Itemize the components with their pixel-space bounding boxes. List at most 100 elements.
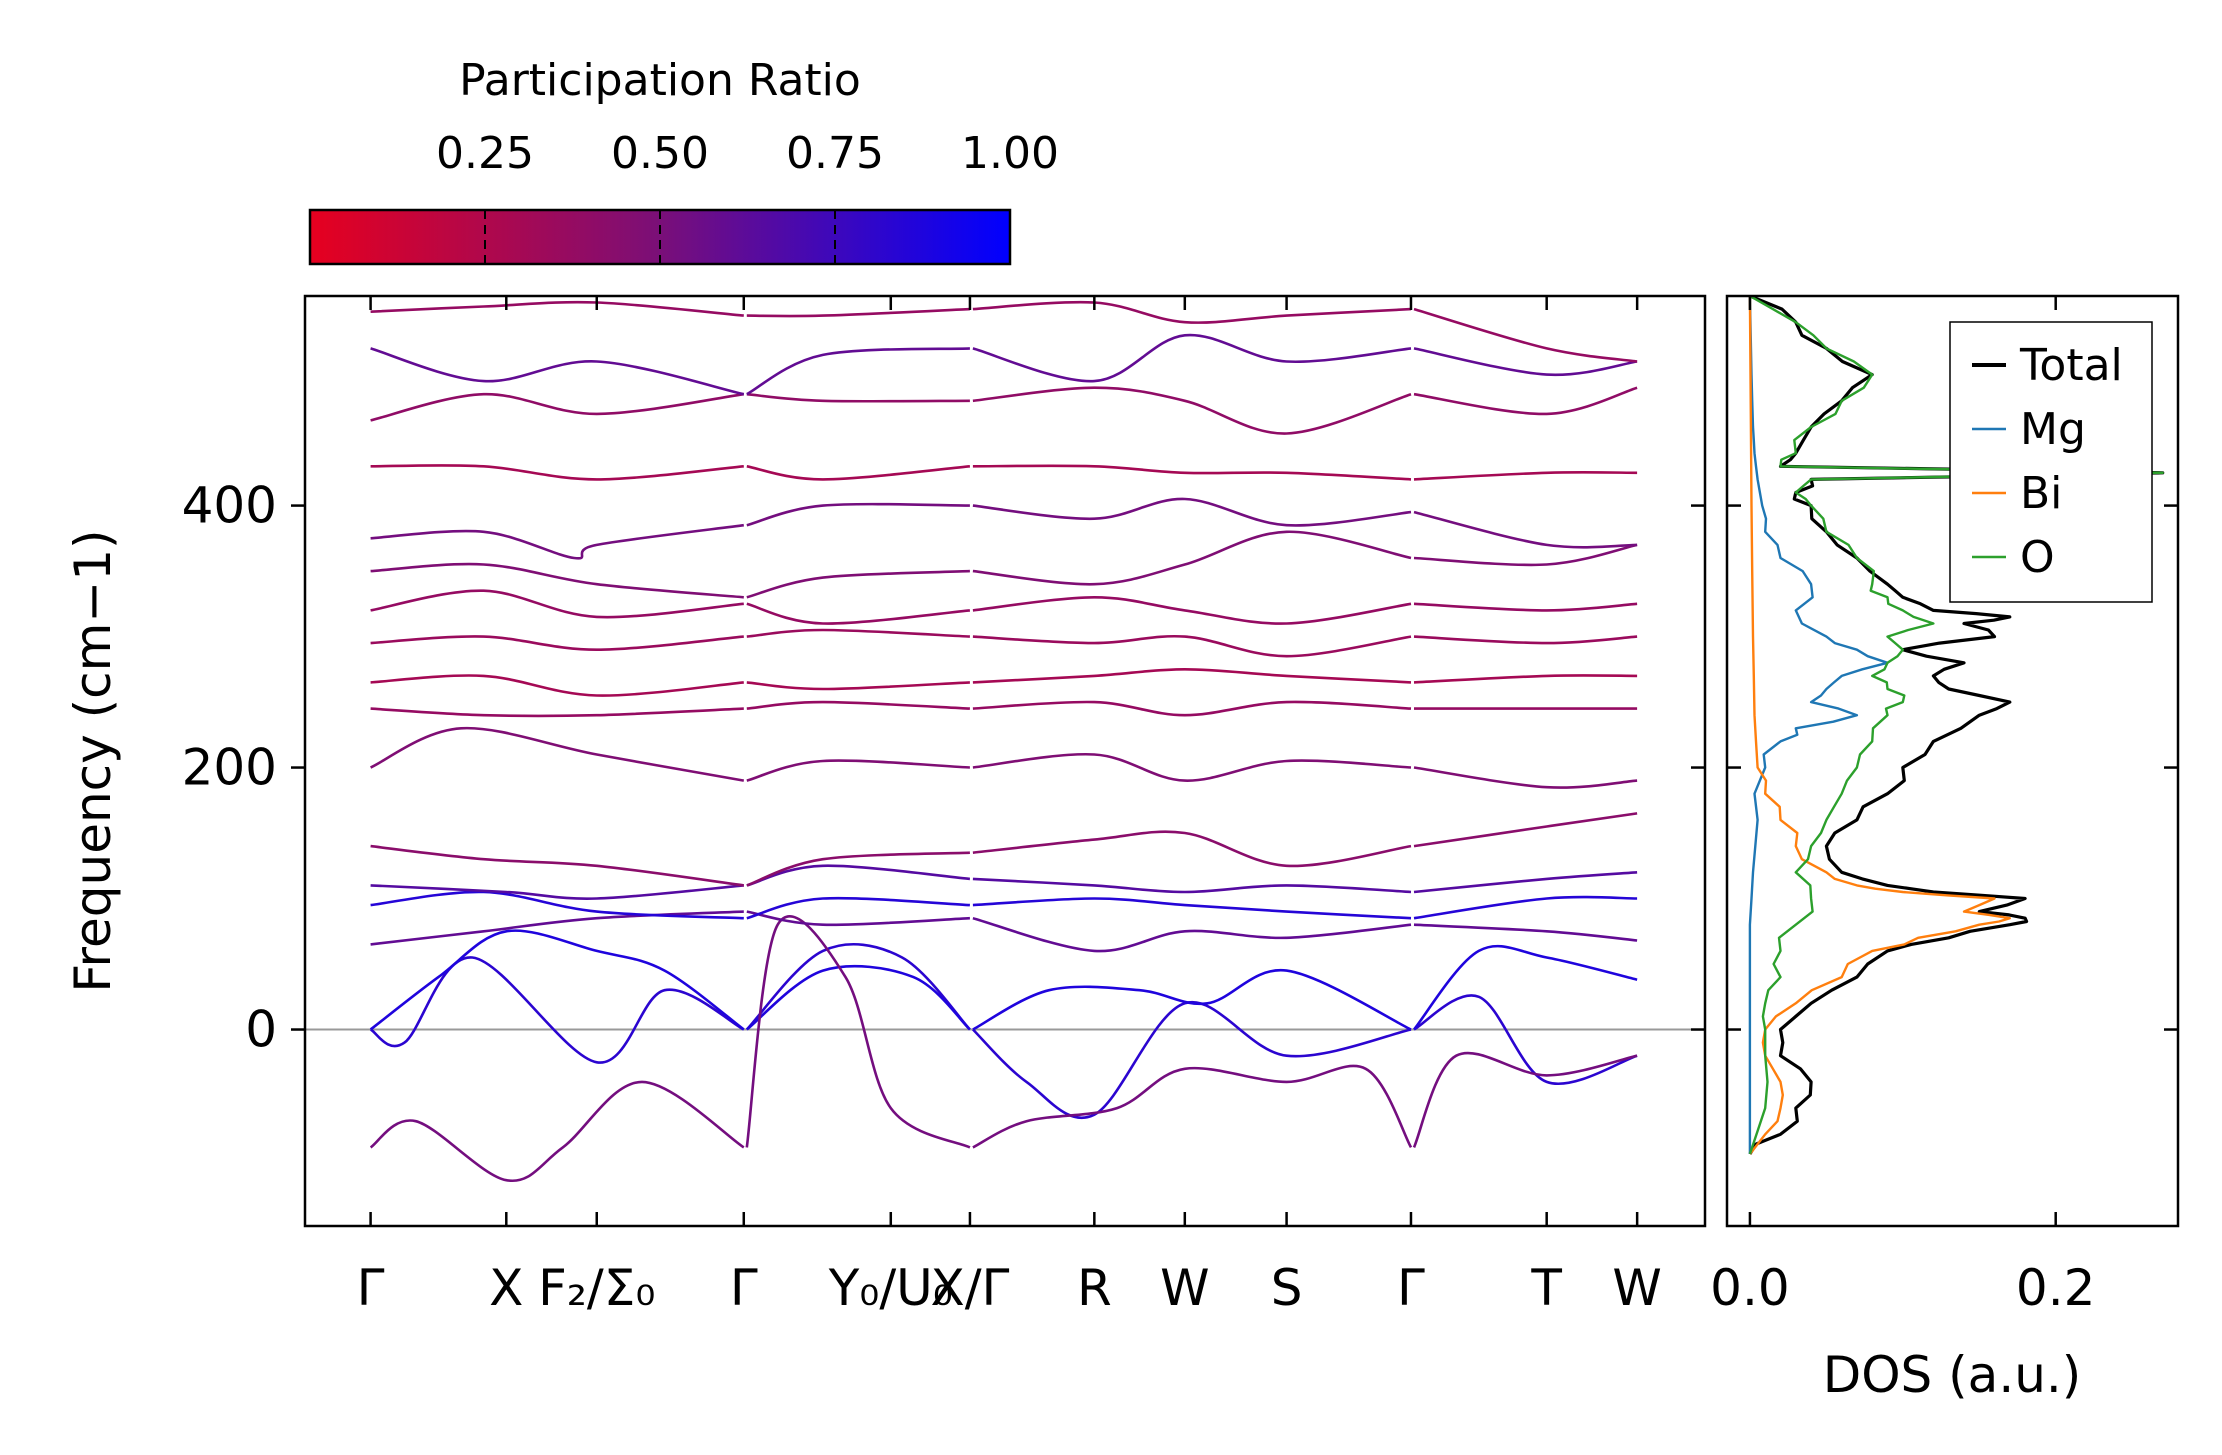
band-line-opt-110	[1413, 871, 1638, 894]
band-line-opt-200	[1413, 766, 1638, 789]
band-line-opt-295	[1413, 635, 1638, 645]
dos-line-mg	[1748, 296, 1889, 1154]
y-axis-label: Frequency (cm−1)	[64, 529, 122, 992]
dos-x-tick-label: 0.0	[1710, 1259, 1790, 1317]
band-line-opt-350	[370, 562, 744, 599]
band-line-opt-95	[972, 897, 1412, 920]
band-line-opt-520	[746, 347, 970, 396]
band-line-opt-245	[370, 707, 744, 718]
band-line-unstable-1	[1412, 1051, 1638, 1148]
band-line-opt-375	[972, 497, 1412, 527]
legend-label-mg: Mg	[2020, 404, 2086, 455]
colorbar-label: Participation Ratio	[459, 55, 861, 106]
band-line-opt-95	[746, 896, 970, 920]
band-line-opt-430	[746, 465, 971, 481]
colorbar-tick-label: 0.25	[436, 128, 534, 179]
colorbar: Participation Ratio 0.25 0.50 0.75 1.00	[308, 55, 1059, 266]
band-line-acoustic-1	[1413, 994, 1638, 1085]
k-tick-label: W	[1612, 1259, 1661, 1317]
dos-x-tick-label: 0.2	[2016, 1259, 2096, 1317]
dos-x-axis-label: DOS (a.u.)	[1823, 1346, 2082, 1404]
band-line-opt-200	[972, 752, 1412, 782]
band-line-opt-70	[972, 916, 1412, 953]
band-line-opt-465	[1413, 386, 1638, 416]
band-line-opt-320	[972, 595, 1412, 625]
k-tick-label: T	[1530, 1259, 1562, 1317]
k-tick-label: Γ	[1397, 1259, 1425, 1317]
dos-panel: 0.0 0.2 DOS (a.u.) Total Mg Bi O	[1710, 294, 2180, 1404]
band-line-opt-265	[746, 681, 970, 691]
band-line-opt-430	[370, 464, 744, 481]
band-line-opt-375	[370, 523, 744, 560]
legend-label-total: Total	[2019, 340, 2123, 391]
band-line-opt-295	[746, 628, 970, 638]
band-line-opt-140	[1413, 812, 1638, 848]
band-line-acoustic-2	[972, 969, 1412, 1031]
legend-label-o: O	[2020, 532, 2055, 583]
band-line-acoustic-1	[369, 956, 745, 1064]
band-line-opt-520	[370, 347, 745, 396]
colorbar-tick-label: 0.75	[786, 128, 884, 179]
band-line-opt-550	[1413, 307, 1638, 363]
band-line-opt-375	[746, 502, 970, 527]
k-tick-label: Y₀/U₀	[828, 1259, 953, 1317]
k-tick-label: R	[1077, 1259, 1112, 1317]
band-line-unstable-1	[369, 1080, 745, 1183]
band-line-opt-465	[370, 392, 744, 422]
band-line-opt-320	[370, 589, 744, 619]
band-line-acoustic-2	[745, 964, 971, 1031]
band-line-opt-350	[1413, 543, 1638, 567]
band-line-opt-430	[1413, 471, 1638, 481]
k-tick-label: Γ	[357, 1259, 385, 1317]
band-line-acoustic-2	[369, 929, 745, 1031]
band-line-opt-95	[1413, 895, 1638, 920]
dos-frame	[1725, 294, 2180, 1228]
band-line-opt-295	[370, 635, 744, 652]
band-line-opt-550	[746, 307, 970, 318]
colorbar-tick-label: 0.50	[611, 128, 709, 179]
band-line-opt-95	[370, 890, 744, 920]
band-line-acoustic-2	[1412, 944, 1638, 1031]
colorbar-tick-label: 1.00	[961, 128, 1059, 179]
legend: Total Mg Bi O	[1949, 321, 2153, 603]
band-line-opt-140	[370, 844, 744, 887]
band-line-opt-430	[972, 464, 1412, 481]
legend-box	[1949, 321, 2153, 603]
band-line-opt-245	[972, 700, 1412, 717]
band-line-opt-70	[746, 910, 970, 927]
band-line-opt-140	[746, 851, 970, 887]
y-tick-label: 0	[245, 1001, 277, 1059]
legend-label-bi: Bi	[2020, 468, 2062, 519]
band-line-opt-265	[370, 674, 744, 697]
band-line-opt-295	[972, 634, 1412, 658]
band-line-opt-110	[746, 864, 971, 887]
k-tick-label: X/Γ	[930, 1259, 1009, 1317]
k-tick-label: W	[1160, 1259, 1209, 1317]
band-line-opt-465	[746, 392, 970, 403]
bands	[369, 300, 1638, 1183]
band-line-unstable-1	[972, 1064, 1413, 1149]
band-line-opt-520	[1413, 347, 1638, 377]
k-tick-label: S	[1271, 1259, 1303, 1317]
band-line-acoustic-1	[971, 1000, 1412, 1119]
band-line-opt-200	[370, 726, 745, 782]
band-frame	[303, 294, 1707, 1228]
band-line-unstable-1	[745, 915, 971, 1149]
band-line-opt-245	[746, 700, 970, 710]
band-line-opt-350	[972, 530, 1412, 586]
k-tick-label: X	[489, 1259, 523, 1317]
band-line-opt-520	[972, 333, 1412, 383]
band-line-opt-265	[972, 667, 1412, 684]
band-line-opt-70	[370, 910, 744, 946]
k-tick-label: F₂/Σ₀	[538, 1259, 655, 1317]
band-line-opt-140	[972, 830, 1412, 868]
band-line-opt-70	[1413, 923, 1638, 942]
band-line-opt-550	[972, 300, 1412, 324]
k-tick-label: Γ	[730, 1259, 758, 1317]
y-tick-label: 200	[182, 739, 277, 797]
band-line-opt-465	[972, 386, 1412, 435]
band-line-opt-320	[1413, 602, 1638, 612]
